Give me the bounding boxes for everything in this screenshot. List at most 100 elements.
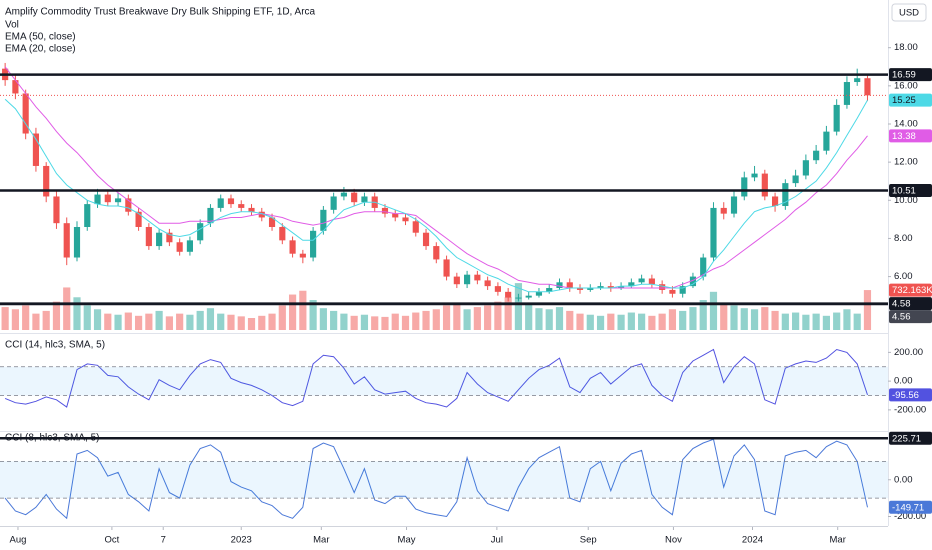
candle-body bbox=[238, 204, 245, 208]
volume-legend[interactable]: Vol bbox=[5, 20, 19, 31]
candle-body bbox=[197, 223, 204, 241]
y-tick-label: 8.00 bbox=[894, 233, 913, 244]
volume-bar bbox=[299, 290, 307, 330]
volume-bar bbox=[740, 308, 748, 330]
price-label-box bbox=[889, 93, 932, 107]
candle-body bbox=[351, 192, 358, 203]
volume-bar bbox=[627, 312, 635, 330]
candle-body bbox=[361, 196, 368, 203]
candle-body bbox=[679, 286, 686, 294]
y-tick-label: 200.00 bbox=[894, 347, 923, 358]
volume-bar bbox=[1, 307, 9, 330]
candle-body bbox=[535, 291, 543, 296]
volume-bar bbox=[514, 283, 523, 330]
ema-line bbox=[4, 66, 868, 289]
candle-body bbox=[176, 242, 183, 252]
candle-body bbox=[63, 223, 70, 258]
volume-bar bbox=[391, 313, 399, 330]
x-tick-label: 7 bbox=[161, 535, 166, 546]
candle-body bbox=[145, 226, 152, 247]
candle-body bbox=[22, 93, 29, 134]
volume-bar bbox=[360, 314, 369, 330]
volume-bar bbox=[853, 313, 861, 330]
volume-bar bbox=[802, 314, 810, 330]
candle-body bbox=[515, 297, 522, 299]
volume-bar bbox=[833, 312, 841, 330]
ema-legend[interactable]: EMA (50, close) bbox=[5, 32, 76, 43]
volume-bar bbox=[227, 314, 235, 330]
candle-body bbox=[392, 213, 399, 218]
volume-bar bbox=[750, 309, 759, 330]
candle-body bbox=[289, 240, 296, 254]
candle-body bbox=[433, 246, 440, 260]
candle-body bbox=[32, 133, 40, 166]
candle-body bbox=[135, 211, 142, 227]
candle-body bbox=[84, 204, 91, 227]
volume-bar bbox=[237, 316, 245, 330]
candle-body bbox=[751, 173, 758, 178]
candle-body bbox=[843, 82, 851, 105]
candle-body bbox=[381, 207, 389, 214]
volume-bar bbox=[535, 308, 543, 330]
candle-body bbox=[505, 291, 512, 298]
lines bbox=[0, 66, 888, 520]
currency-box[interactable] bbox=[891, 3, 927, 22]
volume-bar bbox=[555, 307, 564, 330]
indicator-title[interactable]: CCI (14, hlc3, SMA, 5) bbox=[5, 340, 105, 351]
ema-legend[interactable]: EMA (20, close) bbox=[5, 44, 76, 55]
x-tick-label: Aug bbox=[10, 535, 27, 546]
volume-bar bbox=[432, 309, 440, 330]
candle-body bbox=[104, 194, 111, 203]
price-label-box bbox=[889, 184, 932, 198]
price-label-box bbox=[889, 431, 932, 445]
volume-bar bbox=[679, 310, 687, 330]
volume-bar bbox=[761, 307, 769, 330]
price-label: 4.58 bbox=[892, 299, 911, 310]
price-label-box bbox=[889, 129, 932, 143]
volume-bar bbox=[792, 312, 800, 330]
indicator-title[interactable]: CCI (8, hlc3, SMA, 5) bbox=[5, 433, 99, 444]
candle-body bbox=[484, 280, 491, 287]
candle-body bbox=[402, 217, 409, 222]
volume-bar bbox=[217, 313, 225, 330]
volume-bar bbox=[525, 302, 533, 330]
volume bbox=[1, 283, 872, 330]
volume-bar bbox=[401, 315, 410, 330]
volume-bar bbox=[771, 310, 779, 330]
levels bbox=[0, 73, 888, 440]
candle-body bbox=[443, 259, 450, 277]
volume-bar bbox=[319, 308, 327, 330]
candle-body bbox=[607, 286, 614, 289]
candle-body bbox=[720, 207, 727, 214]
price-label-box bbox=[889, 283, 932, 297]
candle-body bbox=[710, 207, 717, 258]
x-tick-label: May bbox=[398, 535, 416, 546]
volume-bar bbox=[730, 305, 738, 330]
volume-bar bbox=[206, 308, 215, 330]
y-tick-label: 0.00 bbox=[894, 474, 913, 485]
price-label: 732.163K bbox=[892, 285, 932, 296]
volume-bar bbox=[781, 313, 789, 330]
volume-bar bbox=[658, 313, 666, 330]
candle-body bbox=[43, 165, 50, 197]
volume-bar bbox=[330, 310, 338, 330]
volume-bar bbox=[42, 310, 50, 330]
candle-body bbox=[12, 80, 19, 94]
labels: 13.38 15.25 16.59 10.51 4.58 4.56 732.163K -95.… bbox=[889, 68, 932, 514]
candle-body bbox=[648, 278, 655, 285]
price-label: 15.25 bbox=[892, 95, 916, 106]
volume-bar bbox=[668, 309, 677, 330]
volume-bar bbox=[607, 313, 615, 330]
candle-body bbox=[659, 284, 666, 290]
volume-bar bbox=[155, 310, 163, 330]
candle-body bbox=[782, 183, 789, 207]
volume-bar bbox=[812, 313, 820, 330]
candles bbox=[2, 62, 871, 302]
volume-bar bbox=[186, 314, 194, 330]
currency[interactable]: USD bbox=[899, 8, 919, 19]
x-tick-label: Mar bbox=[313, 535, 329, 546]
candle-body bbox=[464, 274, 471, 285]
y-tick-label: 12.00 bbox=[894, 157, 918, 168]
cci-band bbox=[0, 461, 888, 499]
candle-body bbox=[741, 177, 748, 197]
